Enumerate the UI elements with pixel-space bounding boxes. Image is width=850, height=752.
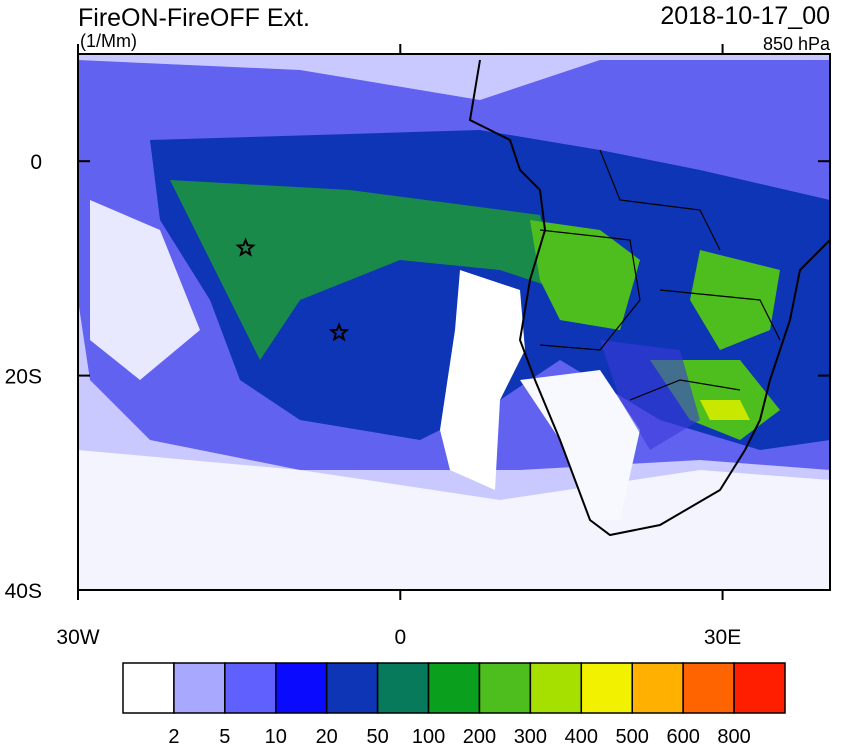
colorbar-label: 500 (616, 726, 649, 747)
colorbar-label: 100 (412, 726, 445, 747)
lon-tick-label: 30E (704, 626, 741, 649)
colorbar-label: 5 (219, 726, 230, 747)
site-marker (235, 237, 256, 257)
level: 850 hPa (763, 34, 831, 54)
colorbar-cell (173, 662, 226, 714)
colorbar-cell (529, 662, 583, 714)
colorbar-cell (122, 662, 175, 714)
plot-frame (77, 53, 831, 591)
lat-tick-label: 0 (30, 151, 42, 174)
colorbar-cell (224, 662, 277, 714)
colorbar-cell (733, 662, 786, 714)
lon-tick-label: 0 (394, 626, 406, 649)
colorbar-label: 10 (265, 726, 287, 747)
colorbar-label: 200 (463, 726, 496, 747)
lon-tick-label: 30W (56, 626, 99, 649)
title: FireON-FireOFF Ext. (78, 4, 310, 32)
colorbar-cell (580, 662, 633, 714)
colorbar-label: 600 (666, 726, 699, 747)
colorbar-label: 2 (168, 726, 179, 747)
colorbar-cell (275, 662, 328, 714)
units: (1/Mm) (80, 31, 137, 51)
colorbar-cell (682, 662, 735, 714)
colorbar-cell (427, 662, 481, 714)
map-field (78, 54, 830, 590)
date: 2018-10-17_00 (660, 2, 830, 30)
colorbar-label: 50 (366, 726, 388, 747)
colorbar-label: 300 (514, 726, 547, 747)
colorbar-label: 400 (565, 726, 598, 747)
colorbar-cell (478, 662, 532, 714)
site-marker (328, 321, 350, 342)
colorbar-cell (376, 662, 430, 714)
colorbar-cell (631, 662, 684, 714)
lat-tick-label: 20S (5, 366, 42, 389)
colorbar-label: 20 (316, 726, 338, 747)
lat-tick-label: 40S (5, 580, 42, 603)
colorbar-label: 800 (717, 726, 750, 747)
colorbar-cell (325, 662, 379, 714)
